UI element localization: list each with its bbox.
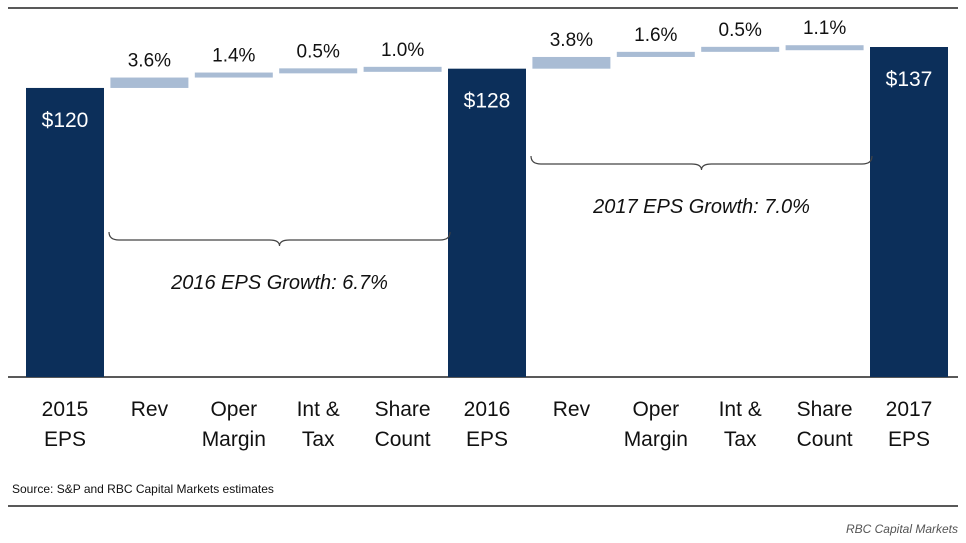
- category-label: 2015: [42, 398, 89, 421]
- category-label: Rev: [553, 398, 591, 421]
- increment-pct-label: 3.6%: [128, 51, 171, 72]
- category-label: Tax: [724, 428, 757, 451]
- increment-bar: [785, 45, 864, 51]
- total-bar: [448, 68, 526, 377]
- growth-annotation: 2017 EPS Growth: 7.0%: [592, 196, 810, 218]
- category-label: Margin: [624, 428, 688, 451]
- category-label: Count: [375, 428, 431, 451]
- category-label: Int &: [719, 398, 762, 421]
- category-label: EPS: [888, 428, 930, 451]
- increment-pct-label: 1.4%: [212, 46, 255, 67]
- increment-pct-label: 0.5%: [297, 41, 340, 62]
- annotations-layer: 2016 EPS Growth: 6.7% 2017 EPS Growth: 7.…: [108, 155, 873, 294]
- category-label: 2017: [886, 398, 933, 421]
- total-value-label: $120: [42, 109, 89, 132]
- growth-brace: [108, 231, 451, 247]
- increment-bar: [363, 66, 442, 72]
- category-label: Rev: [131, 398, 169, 421]
- category-label: Int &: [297, 398, 340, 421]
- category-label: Count: [797, 428, 853, 451]
- category-label: EPS: [466, 428, 508, 451]
- increment-bar: [701, 46, 780, 52]
- labels-layer: $120 2015 EPS 3.6% Rev 1.4% Oper Margin 0.5% Int …: [42, 18, 933, 451]
- increment-bar: [279, 68, 358, 74]
- increment-pct-label: 1.0%: [381, 40, 424, 61]
- category-label: Tax: [302, 428, 335, 451]
- attribution: RBC Capital Markets: [845, 522, 958, 536]
- growth-annotation: 2016 EPS Growth: 6.7%: [170, 272, 388, 294]
- growth-brace: [530, 155, 873, 171]
- category-label: Margin: [202, 428, 266, 451]
- source-note: Source: S&P and RBC Capital Markets esti…: [12, 482, 274, 496]
- category-label: Share: [375, 398, 431, 421]
- total-bar: [870, 47, 948, 377]
- category-label: EPS: [44, 428, 86, 451]
- category-label: 2016: [464, 398, 511, 421]
- increment-bar: [532, 56, 611, 69]
- increment-pct-label: 3.8%: [550, 30, 593, 51]
- increment-bar: [110, 77, 189, 88]
- category-label: Oper: [210, 398, 257, 421]
- increment-bar: [194, 72, 273, 78]
- total-bar: [26, 87, 104, 377]
- increment-pct-label: 0.5%: [719, 20, 762, 41]
- category-label: Share: [797, 398, 853, 421]
- category-label: Oper: [632, 398, 679, 421]
- total-value-label: $137: [886, 68, 933, 91]
- increment-pct-label: 1.1%: [803, 18, 846, 39]
- total-value-label: $128: [464, 90, 511, 113]
- increment-pct-label: 1.6%: [634, 25, 677, 46]
- increment-bar: [616, 51, 695, 57]
- bars-layer: [26, 45, 948, 377]
